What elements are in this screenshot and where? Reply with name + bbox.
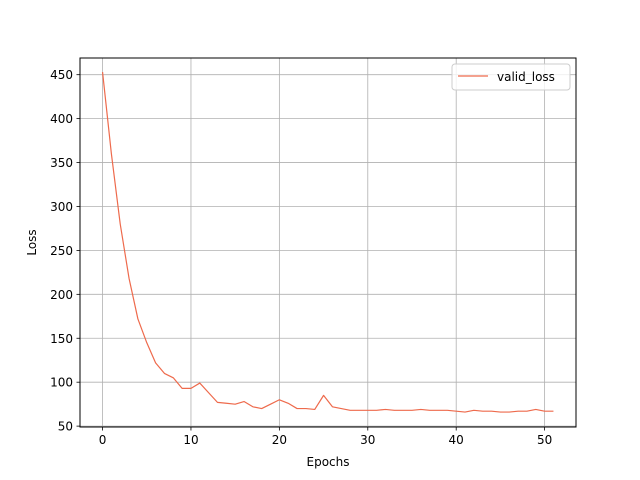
x-tick-label: 40 [449,433,464,447]
y-tick-label: 400 [50,112,73,126]
legend-box [451,63,571,91]
y-axis-label: Loss [25,229,39,255]
y-tick-label: 250 [50,244,73,258]
y-tick-label: 350 [50,156,73,170]
ticks: 0 10 20 30 40 50 50 100 150 200 250 300 350 400 450 [50,68,552,447]
x-tick-label: 30 [360,433,375,447]
grid [80,58,576,427]
x-tick-label: 0 [99,433,107,447]
y-tick-label: 50 [58,420,73,434]
legend: valid_loss [451,63,571,91]
y-tick-label: 150 [50,332,73,346]
y-tick-label: 100 [50,376,73,390]
y-tick-label: 200 [50,288,73,302]
x-tick-label: 20 [272,433,287,447]
legend-label: valid_loss [497,70,555,84]
series-line-valid-loss [101,71,554,413]
x-axis-label: Epochs [307,455,350,469]
y-tick-label: 300 [50,200,73,214]
plot-frame [79,57,577,428]
series-layer [101,71,554,413]
x-tick-label: 10 [183,433,198,447]
x-tick-label: 50 [537,433,552,447]
y-tick-label: 450 [50,68,73,82]
